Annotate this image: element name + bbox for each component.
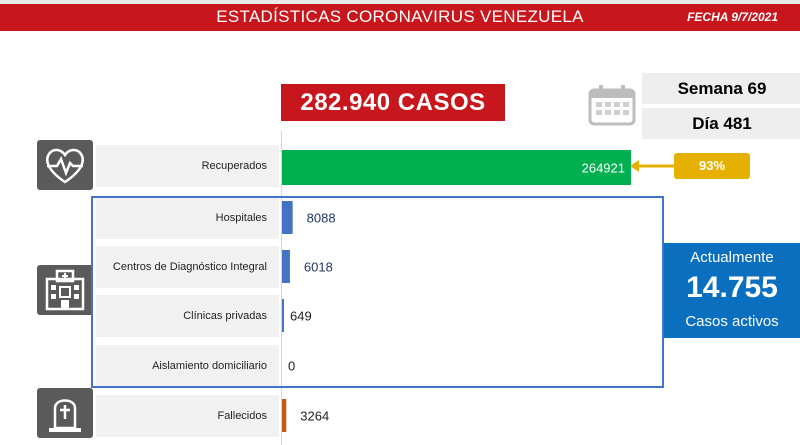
week-box: Semana 69 bbox=[642, 73, 800, 104]
category-label: Aislamiento domiciliario bbox=[152, 360, 267, 372]
hospital-icon bbox=[37, 265, 93, 315]
category-label: Clínicas privadas bbox=[183, 310, 267, 322]
bar-0 bbox=[282, 150, 631, 185]
data-label: 264921 bbox=[582, 161, 625, 176]
header-bar bbox=[0, 0, 800, 31]
category-label: Fallecidos bbox=[217, 410, 267, 422]
axis-line bbox=[281, 131, 282, 445]
calendar-icon bbox=[588, 85, 636, 126]
header-date: FECHA 9/7/2021 bbox=[687, 10, 778, 24]
tombstone-icon bbox=[37, 388, 93, 438]
header-title: ESTADÍSTICAS CORONAVIRUS VENEZUELA bbox=[216, 7, 584, 26]
category-label: Hospitales bbox=[215, 212, 267, 224]
active-cases-value: 14.755 bbox=[686, 271, 778, 304]
active-cases-box: Actualmente 14.755 Casos activos bbox=[664, 243, 800, 338]
row-bg-clinicas bbox=[96, 295, 279, 337]
row-bg-fallecidos bbox=[96, 395, 279, 437]
day-box: Día 481 bbox=[642, 108, 800, 139]
total-cases-badge: 282.940 CASOS bbox=[281, 84, 505, 121]
row-bg-recuperados bbox=[96, 145, 279, 187]
row-bg-aislamiento bbox=[96, 345, 279, 387]
category-label: Recuperados bbox=[201, 160, 267, 172]
arrow-left-icon bbox=[630, 160, 676, 172]
active-cases-pre: Actualmente bbox=[690, 249, 774, 266]
active-cases-post: Casos activos bbox=[685, 313, 779, 330]
category-label: Centros de Diagnóstico Integral bbox=[112, 261, 267, 273]
hospitalization-frame bbox=[91, 196, 664, 388]
row-bg-cdi bbox=[96, 246, 279, 288]
recovered-pct-badge: 93% bbox=[674, 153, 750, 179]
row-bg-hospitales bbox=[96, 197, 279, 239]
data-label: 3264 bbox=[300, 409, 329, 424]
heart-pulse-icon bbox=[37, 140, 93, 190]
bar-5 bbox=[282, 399, 287, 432]
